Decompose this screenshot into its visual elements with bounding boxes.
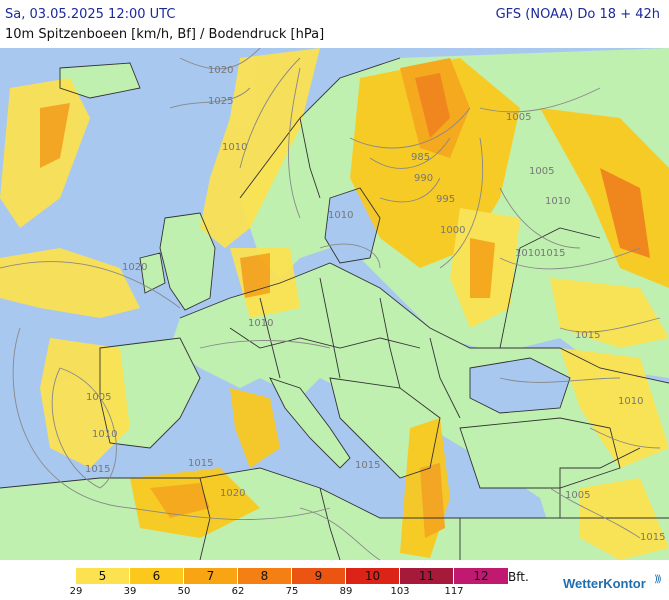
isobar-label: 995 (436, 194, 455, 205)
kmh-tick: 117 (444, 586, 464, 597)
gust-shading (0, 48, 669, 560)
variable-title: 10m Spitzenboeen [km/h, Bf] / Bodendruck… (5, 27, 325, 42)
isobar-label: 1010 (328, 210, 353, 221)
isobar-label: 1015 (188, 458, 213, 469)
isobar-label: 1015 (640, 532, 665, 543)
country-borders (0, 57, 669, 560)
isobar-label: 1000 (440, 225, 465, 236)
legend-class-label: 7 (206, 569, 215, 583)
black-sea (470, 358, 570, 413)
legend-unit: Bft. (508, 570, 529, 584)
isobar-label: 1020 (220, 488, 245, 499)
legend-class-label: 12 (473, 569, 489, 583)
legend-class-label: 9 (314, 569, 323, 583)
isobar-label: 1015 (575, 330, 600, 341)
isobar-label: 1010 (222, 142, 247, 153)
kmh-tick: 89 (339, 586, 353, 597)
brand-logo: WetterKontor (563, 576, 646, 591)
gust-legend: 5 6 7 8 9 10 11 12 (22, 568, 508, 584)
isobar-label: 1005 (565, 490, 590, 501)
legend-class-6: 6 (130, 568, 184, 584)
legend-class-12: 12 (454, 568, 508, 584)
isobar-label: 1010 (92, 429, 117, 440)
isobar-label: 1020 (208, 65, 233, 76)
model-run: GFS (NOAA) Do 18 + 42h (495, 7, 660, 22)
land-iceland (60, 63, 140, 98)
legend-class-label: 11 (418, 569, 435, 583)
isobar-label: 1010 (248, 318, 273, 329)
isobar-label: 1010 (618, 396, 643, 407)
legend-class-9: 9 (292, 568, 346, 584)
isobar-label: 1015 (355, 460, 380, 471)
isobar-label: 1025 (208, 96, 233, 107)
legend-class-5: 5 (76, 568, 130, 584)
land-great-britain (160, 213, 215, 310)
isobar-label: 1015 (540, 248, 565, 259)
forecast-datetime: Sa, 03.05.2025 12:00 UTC (5, 7, 176, 22)
isobar-label: 1010 (515, 248, 540, 259)
isobar-label: 1015 (85, 464, 110, 475)
kmh-tick: 50 (177, 586, 191, 597)
kmh-tick: 103 (390, 586, 410, 597)
isobar-label: 1005 (86, 392, 111, 403)
kmh-tick: 39 (123, 586, 137, 597)
isobar-label: 1020 (122, 262, 147, 273)
legend-class-calm (22, 568, 76, 584)
legend-class-8: 8 (238, 568, 292, 584)
legend-class-label: 6 (152, 569, 161, 583)
legend-class-label: 5 (98, 569, 107, 583)
isobar-label: 1005 (529, 166, 554, 177)
isobar-label: 985 (411, 152, 430, 163)
legend-class-11: 11 (400, 568, 454, 584)
isobar-label: 1005 (506, 112, 531, 123)
isobar-label: 1010 (545, 196, 570, 207)
legend-class-label: 8 (260, 569, 269, 583)
isobars (0, 48, 661, 560)
land-turkey (460, 418, 620, 488)
signal-waves-icon: ))) (654, 574, 662, 585)
kmh-tick: 75 (285, 586, 299, 597)
legend-class-10: 10 (346, 568, 400, 584)
land-ireland (140, 253, 165, 293)
land-italy (270, 378, 350, 468)
kmh-tick: 29 (69, 586, 83, 597)
legend-class-label: 10 (364, 569, 381, 583)
isobar-label: 990 (414, 173, 433, 184)
kmh-tick: 62 (231, 586, 245, 597)
legend-class-7: 7 (184, 568, 238, 584)
